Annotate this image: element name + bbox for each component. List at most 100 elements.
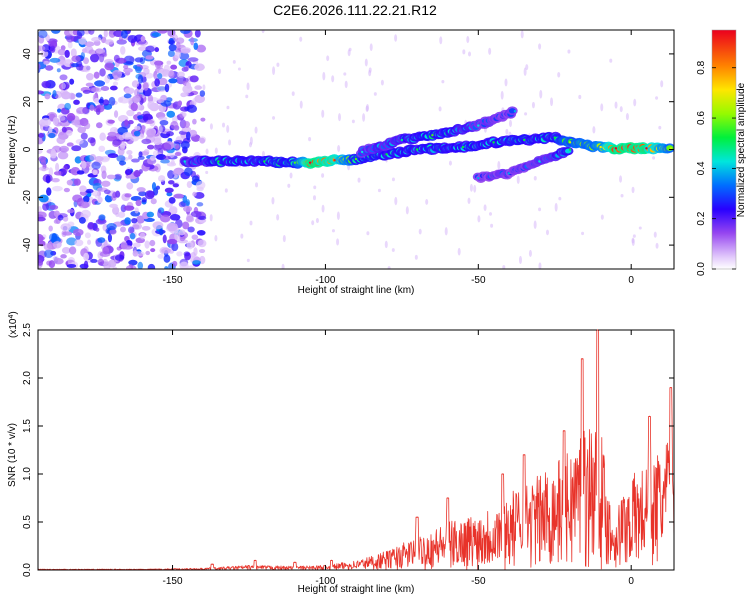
noise-blob bbox=[96, 122, 103, 129]
main-track-point bbox=[354, 157, 358, 161]
noise-blob bbox=[173, 193, 184, 199]
noise-blob bbox=[205, 148, 209, 155]
noise-blob bbox=[75, 92, 83, 98]
main-track-point bbox=[333, 159, 336, 162]
noise-blob bbox=[326, 55, 330, 62]
noise-blob bbox=[64, 102, 72, 111]
noise-blob bbox=[38, 194, 49, 203]
snr-y-tick-label: 2.0 bbox=[22, 371, 33, 385]
noise-blob bbox=[164, 83, 170, 93]
noise-blob bbox=[69, 78, 75, 85]
noise-blob bbox=[196, 230, 206, 236]
noise-blob bbox=[53, 170, 64, 176]
spectrogram-x-tick-label: -50 bbox=[471, 275, 486, 286]
noise-blob bbox=[619, 175, 623, 183]
noise-blob bbox=[104, 74, 111, 84]
noise-blob bbox=[144, 240, 150, 249]
noise-blob bbox=[73, 99, 80, 105]
noise-blob bbox=[299, 100, 303, 109]
noise-blob bbox=[190, 210, 202, 218]
snr-y-tick-label: 1.5 bbox=[22, 419, 33, 433]
spectrogram-y-tick-label: -20 bbox=[22, 190, 33, 205]
noise-blob bbox=[100, 85, 110, 91]
noise-blob bbox=[81, 201, 90, 209]
noise-blob bbox=[120, 226, 127, 233]
noise-blob bbox=[149, 239, 156, 247]
noise-blob bbox=[183, 205, 193, 213]
noise-blob bbox=[59, 74, 68, 81]
colorbar-ticks: 0.0 0.2 0.4 0.6 0.8 bbox=[696, 60, 736, 276]
noise-blob bbox=[166, 110, 176, 118]
noise-blob bbox=[132, 250, 138, 257]
noise-blob bbox=[109, 229, 117, 235]
noise-blob bbox=[179, 261, 189, 269]
noise-blob bbox=[50, 30, 61, 34]
lower-track-point bbox=[507, 172, 511, 175]
snr-x-tick-label: -50 bbox=[471, 576, 486, 587]
noise-blob bbox=[38, 90, 45, 95]
noise-blob bbox=[377, 188, 381, 193]
noise-blob bbox=[199, 137, 206, 144]
noise-blob bbox=[276, 214, 280, 221]
noise-blob bbox=[655, 242, 659, 249]
noise-blob bbox=[194, 94, 206, 104]
noise-blob bbox=[153, 143, 163, 151]
noise-blob bbox=[87, 221, 95, 230]
noise-blob bbox=[157, 209, 162, 219]
noise-scatter bbox=[38, 30, 664, 269]
colorbar-tick-label: 0.8 bbox=[696, 60, 707, 74]
noise-blob bbox=[64, 49, 70, 58]
noise-blob bbox=[112, 69, 123, 79]
snr-peak-point bbox=[563, 430, 565, 432]
noise-blob bbox=[142, 82, 149, 91]
noise-blob bbox=[218, 68, 222, 75]
noise-blob bbox=[483, 204, 487, 211]
noise-blob bbox=[103, 189, 111, 195]
noise-blob bbox=[137, 74, 144, 84]
noise-blob bbox=[240, 233, 244, 239]
noise-blob bbox=[418, 228, 422, 235]
noise-blob bbox=[141, 138, 152, 145]
noise-blob bbox=[261, 30, 265, 34]
noise-blob bbox=[57, 48, 66, 56]
snr-frame bbox=[37, 329, 675, 571]
main-track-point bbox=[217, 160, 220, 163]
noise-blob bbox=[40, 117, 52, 127]
snr-x-tick-label: -100 bbox=[315, 576, 335, 587]
noise-blob bbox=[97, 196, 103, 204]
noise-blob bbox=[633, 98, 637, 107]
noise-blob bbox=[248, 141, 252, 148]
noise-blob bbox=[66, 263, 77, 269]
noise-blob bbox=[68, 246, 77, 255]
noise-blob bbox=[83, 57, 90, 65]
noise-blob bbox=[197, 239, 207, 248]
noise-blob bbox=[134, 207, 139, 214]
noise-blob bbox=[237, 67, 241, 71]
colorbar-tick-label: 0.4 bbox=[696, 161, 707, 175]
noise-blob bbox=[224, 188, 228, 193]
noise-blob bbox=[186, 82, 191, 89]
noise-blob bbox=[107, 131, 117, 137]
main-track-point bbox=[461, 145, 465, 149]
upper-track-point bbox=[477, 124, 480, 127]
noise-blob bbox=[186, 241, 194, 250]
noise-blob bbox=[61, 246, 71, 254]
noise-blob bbox=[567, 49, 571, 54]
noise-blob bbox=[83, 252, 90, 261]
noise-blob bbox=[469, 183, 473, 192]
noise-blob bbox=[192, 191, 197, 197]
noise-blob bbox=[180, 30, 191, 34]
noise-blob bbox=[558, 196, 562, 201]
noise-blob bbox=[38, 30, 48, 39]
noise-blob bbox=[168, 196, 176, 204]
spectrogram-y-tick-label: 40 bbox=[22, 48, 33, 60]
noise-blob bbox=[124, 193, 132, 198]
noise-blob bbox=[97, 237, 106, 243]
noise-blob bbox=[180, 48, 191, 54]
noise-blob bbox=[174, 151, 182, 157]
noise-blob bbox=[86, 72, 94, 81]
noise-blob bbox=[169, 213, 181, 221]
noise-blob bbox=[477, 215, 481, 223]
noise-blob bbox=[76, 30, 85, 37]
noise-blob bbox=[60, 254, 67, 259]
